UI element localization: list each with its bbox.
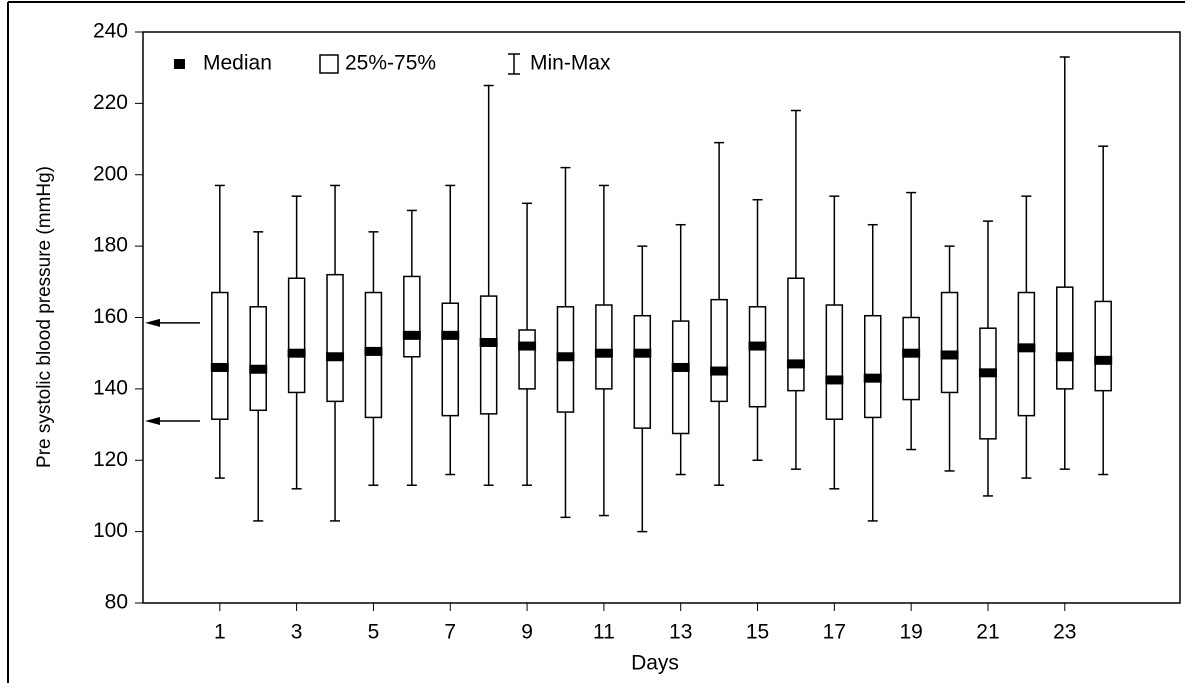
legend-whisker-swatch — [508, 53, 520, 75]
iqr-box — [748, 306, 767, 408]
median-mark — [863, 373, 882, 383]
x-tick-label: 19 — [899, 621, 922, 644]
y-axis-label: Pre systolic blood pressure (mmHg) — [34, 166, 55, 468]
iqr-box — [825, 304, 844, 420]
iqr-box — [940, 291, 959, 394]
iqr-box — [1094, 300, 1112, 392]
y-tick-label: 160 — [93, 305, 128, 328]
y-tick-label: 100 — [93, 519, 128, 542]
iqr-box — [403, 275, 421, 358]
x-axis-label: Days — [631, 652, 679, 675]
median-mark — [902, 348, 921, 358]
median-mark — [1094, 355, 1113, 365]
arrow-head — [145, 416, 160, 425]
iqr-box — [1056, 286, 1074, 390]
iqr-box — [441, 302, 460, 417]
iqr-box — [710, 298, 728, 403]
iqr-box — [671, 320, 690, 435]
iqr-box — [1017, 291, 1036, 417]
x-tick-label: 3 — [291, 621, 303, 644]
median-mark — [748, 341, 767, 351]
iqr-box — [287, 277, 306, 394]
x-tick-label: 13 — [669, 621, 692, 644]
iqr-box — [902, 316, 920, 401]
y-tick-label: 180 — [93, 234, 128, 257]
median-mark — [364, 346, 383, 356]
median-mark — [556, 352, 575, 362]
y-tick-label: 220 — [93, 91, 128, 114]
x-tick-label: 9 — [521, 621, 533, 644]
iqr-box — [249, 306, 267, 412]
x-tick-label: 1 — [214, 621, 226, 644]
x-tick-label: 15 — [746, 621, 769, 644]
iqr-box — [595, 304, 613, 390]
median-mark — [1017, 343, 1036, 353]
x-tick-label: 21 — [976, 621, 999, 644]
median-mark — [479, 337, 498, 347]
median-mark — [594, 348, 613, 358]
median-mark — [710, 366, 729, 376]
x-tick-label: 11 — [593, 621, 615, 644]
iqr-box — [863, 314, 882, 419]
median-mark — [518, 341, 537, 351]
median-mark — [402, 330, 421, 340]
legend-label: Min-Max — [530, 52, 611, 75]
median-mark — [671, 362, 690, 372]
iqr-box — [211, 291, 229, 420]
median-mark — [326, 352, 345, 362]
median-mark — [633, 348, 652, 358]
median-mark — [210, 362, 229, 372]
y-tick-label: 140 — [93, 376, 128, 399]
arrow-head — [145, 318, 160, 327]
legend-label: 25%-75% — [345, 52, 436, 75]
y-tick-label: 120 — [93, 448, 128, 471]
y-tick-label: 80 — [105, 591, 128, 614]
y-tick-label: 200 — [93, 162, 128, 185]
y-tick-label: 240 — [93, 20, 128, 43]
median-mark — [786, 359, 805, 369]
legend-median-swatch — [174, 59, 185, 69]
median-mark — [287, 348, 306, 358]
median-mark — [1055, 352, 1074, 362]
iqr-box — [633, 314, 652, 429]
iqr-box — [479, 295, 498, 415]
median-mark — [940, 350, 959, 360]
median-mark — [441, 330, 460, 340]
legend-label: Median — [203, 52, 272, 75]
median-mark — [249, 364, 268, 374]
iqr-box — [326, 273, 344, 403]
iqr-box — [787, 277, 805, 392]
median-mark — [978, 368, 997, 378]
x-tick-label: 5 — [368, 621, 380, 644]
x-tick-label: 7 — [444, 621, 456, 644]
x-tick-label: 23 — [1053, 621, 1076, 644]
x-tick-label: 17 — [823, 621, 846, 644]
median-mark — [825, 375, 844, 385]
legend-box-swatch — [319, 54, 339, 74]
iqr-box — [518, 329, 536, 390]
iqr-box — [979, 327, 997, 440]
